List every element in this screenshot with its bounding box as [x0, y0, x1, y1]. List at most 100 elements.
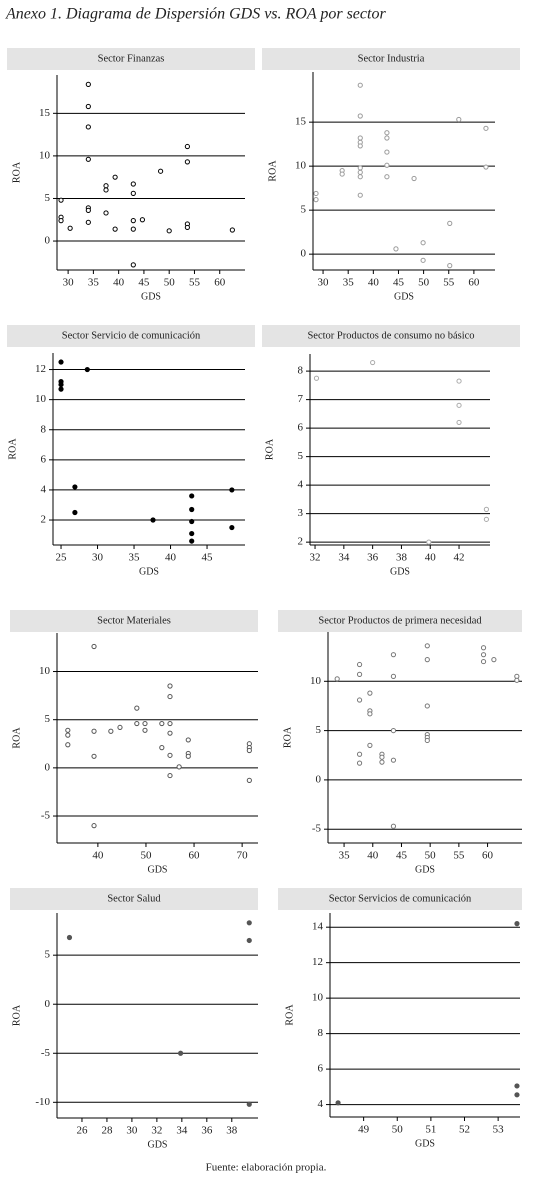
data-point — [411, 175, 417, 182]
y-tick-label: 8 — [298, 365, 304, 377]
data-point — [158, 168, 164, 174]
panel-title: Sector Salud — [107, 893, 161, 904]
data-point — [384, 149, 390, 155]
data-point — [58, 386, 64, 392]
data-point — [313, 375, 320, 381]
data-point — [130, 190, 136, 196]
data-point — [367, 711, 373, 717]
y-tick-label: 5 — [45, 949, 51, 961]
x-tick-label: 51 — [425, 1124, 436, 1136]
x-axis-label: GDS — [394, 291, 414, 302]
data-point — [134, 705, 140, 711]
y-tick-label: 2 — [298, 536, 304, 548]
y-tick-label: -5 — [41, 810, 51, 822]
y-tick-label: 12 — [312, 956, 323, 968]
data-point — [103, 187, 109, 193]
x-tick-label: 45 — [393, 277, 405, 289]
x-tick-label: 50 — [418, 277, 430, 289]
y-axis-label: ROA — [11, 161, 22, 183]
y-tick-label: 5 — [301, 204, 307, 216]
panel-title: Sector Productos de consumo no básico — [307, 330, 474, 341]
data-point — [246, 747, 252, 754]
data-point — [167, 720, 173, 727]
x-tick-label: 45 — [202, 552, 214, 564]
data-point — [58, 381, 64, 388]
data-point — [480, 658, 487, 665]
data-point — [246, 777, 252, 783]
data-point — [356, 671, 363, 677]
x-tick-label: 36 — [201, 1125, 213, 1137]
data-point — [72, 509, 78, 516]
data-point — [357, 165, 363, 171]
y-tick-label: 3 — [298, 507, 304, 519]
x-axis-label: GDS — [147, 864, 167, 875]
data-point — [447, 220, 453, 226]
data-point — [177, 1050, 184, 1056]
x-tick-label: 40 — [367, 850, 379, 862]
data-point — [246, 937, 252, 944]
x-tick-label: 40 — [165, 552, 177, 564]
data-point — [85, 156, 91, 162]
y-tick-label: -5 — [312, 823, 322, 835]
data-point — [514, 677, 520, 683]
data-point — [130, 181, 136, 187]
data-point — [189, 530, 195, 537]
data-point — [370, 359, 376, 366]
x-tick-label: 40 — [92, 850, 104, 862]
x-tick-label: 34 — [176, 1125, 188, 1137]
x-tick-label: 45 — [138, 277, 150, 289]
data-point — [167, 693, 173, 700]
data-point — [390, 757, 397, 763]
y-axis-label: ROA — [11, 727, 22, 749]
y-tick-label: 15 — [39, 107, 51, 119]
data-point — [390, 673, 397, 679]
panel-header — [262, 325, 520, 347]
x-axis-label: GDS — [141, 291, 161, 302]
x-axis-label: GDS — [390, 566, 410, 577]
x-tick-label: 60 — [468, 277, 480, 289]
x-tick-label: 40 — [425, 552, 437, 564]
x-tick-label: 42 — [454, 552, 465, 564]
y-axis-label: ROA — [282, 726, 293, 748]
panel-title: Sector Servicios de comunicación — [329, 893, 472, 904]
data-point — [424, 643, 430, 649]
panel-header — [7, 48, 255, 70]
figure-title: Anexo 1. Diagrama de Dispersión GDS vs. … — [5, 6, 386, 23]
y-tick-label: 0 — [45, 761, 51, 773]
data-point — [85, 124, 91, 130]
data-point — [103, 210, 109, 216]
y-tick-label: 0 — [316, 773, 322, 785]
data-point — [91, 753, 97, 759]
y-tick-label: 4 — [318, 1098, 324, 1110]
panel-title: Sector Productos de primera necesidad — [318, 615, 482, 626]
data-point — [491, 657, 497, 663]
data-point — [184, 143, 190, 150]
data-point — [117, 724, 123, 731]
x-tick-label: 50 — [425, 850, 437, 862]
y-tick-label: 5 — [45, 192, 51, 204]
data-point — [367, 690, 373, 696]
panel-header — [262, 48, 520, 70]
data-point — [390, 652, 397, 658]
x-tick-label: 49 — [358, 1124, 370, 1136]
data-point — [483, 516, 489, 522]
y-tick-label: 12 — [35, 363, 46, 375]
data-point — [58, 359, 64, 365]
x-tick-label: 36 — [367, 552, 379, 564]
data-point — [379, 759, 385, 765]
x-tick-label: 34 — [338, 552, 350, 564]
data-point — [514, 1092, 520, 1098]
y-tick-label: 5 — [316, 724, 322, 736]
y-tick-label: 10 — [35, 393, 47, 405]
data-point — [483, 164, 489, 170]
y-tick-label: 6 — [318, 1063, 324, 1075]
data-point — [456, 378, 462, 384]
x-tick-label: 45 — [396, 850, 408, 862]
data-point — [424, 703, 430, 709]
data-point — [514, 921, 520, 927]
data-point — [91, 643, 97, 650]
x-tick-label: 55 — [189, 277, 201, 289]
y-tick-label: 5 — [45, 713, 51, 725]
y-axis-label: ROA — [284, 1004, 295, 1026]
